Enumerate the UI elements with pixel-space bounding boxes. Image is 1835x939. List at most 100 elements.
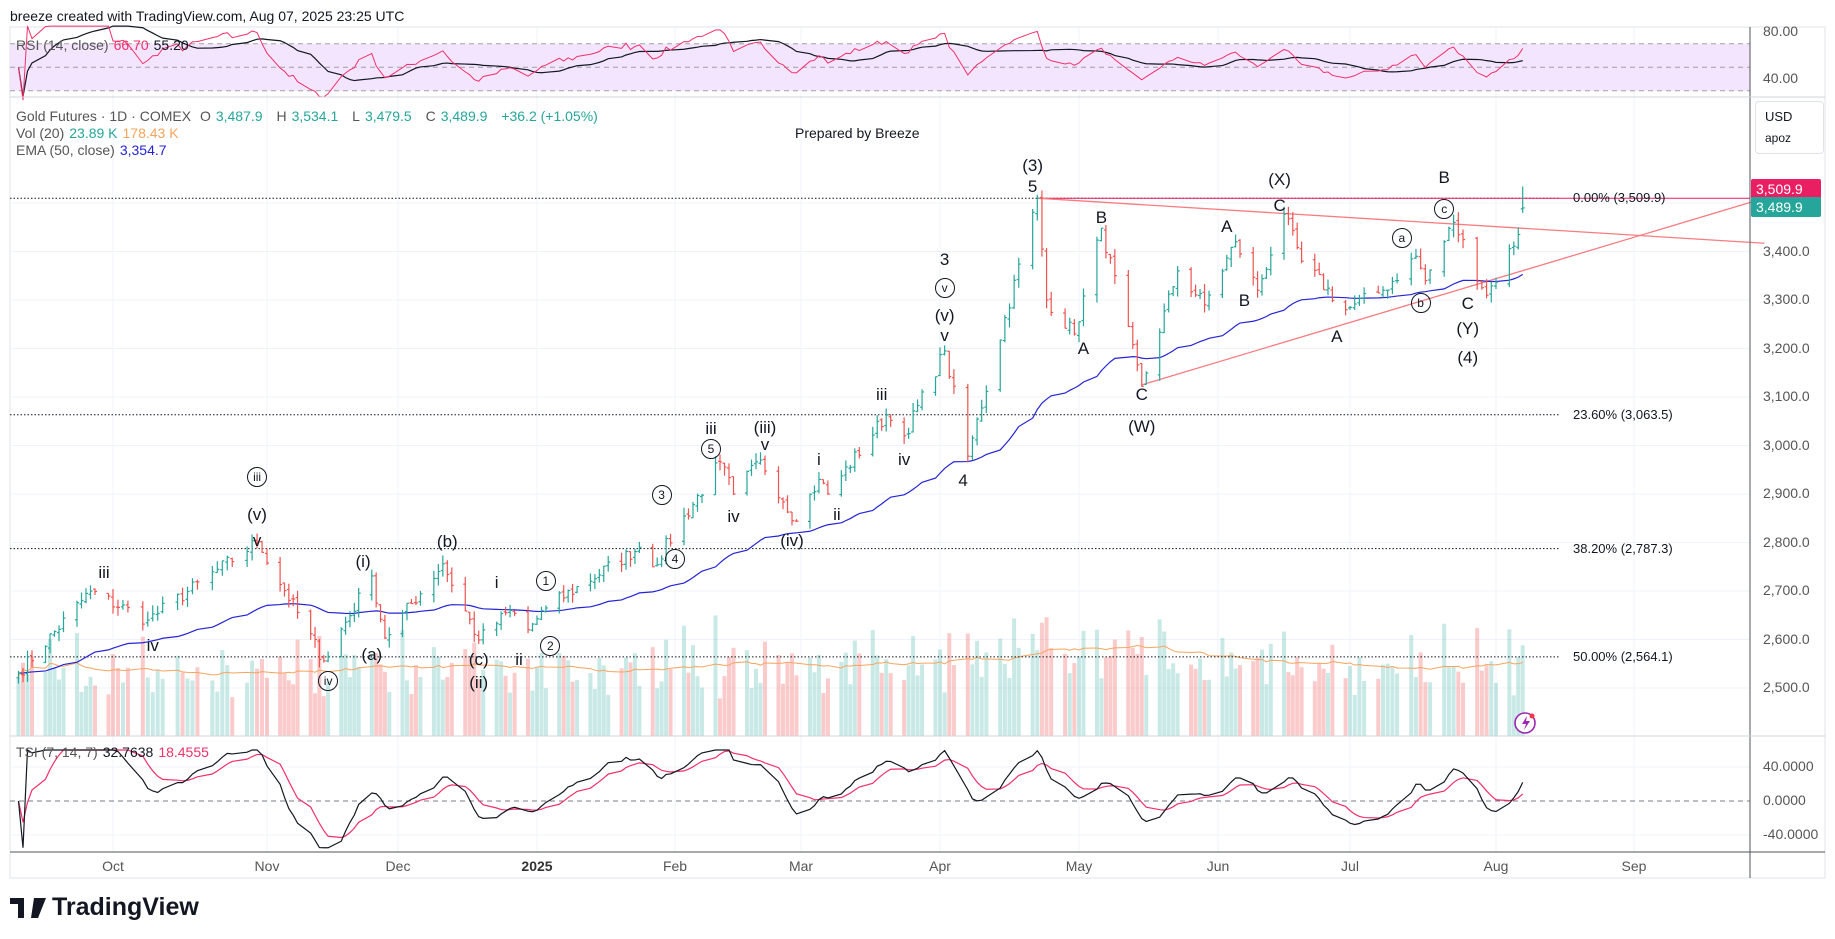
volume-bar (727, 656, 731, 736)
wave-label[interactable]: (c) (468, 649, 489, 669)
wave-label[interactable]: (b) (436, 532, 458, 551)
wave-label[interactable]: iv (897, 450, 911, 470)
grid (10, 27, 1750, 852)
volume-bar (592, 688, 597, 736)
wave-label[interactable]: b (1410, 292, 1431, 313)
wave-label[interactable]: 3 (651, 484, 672, 505)
scale-box[interactable]: USD apoz (1755, 101, 1824, 154)
wave-label[interactable]: (iii) (753, 418, 777, 438)
volume-bar (1171, 663, 1176, 736)
wave-label[interactable]: A (1221, 217, 1233, 237)
wave-label[interactable]: iii (705, 419, 717, 438)
wave-label[interactable]: 5 (701, 438, 721, 459)
ohlc-bar (1295, 222, 1300, 250)
wave-label[interactable]: (v) (247, 504, 267, 524)
ohlc-bar (911, 402, 916, 433)
ohlc-bar (1035, 194, 1040, 221)
wave-label[interactable]: 4 (665, 548, 685, 569)
wave-label[interactable]: iii (98, 563, 110, 583)
wave-label[interactable]: C (1461, 293, 1474, 313)
tsi-signal-line (17, 749, 1524, 839)
currency-label[interactable]: USD (1765, 109, 1793, 124)
rsi-ma-line (17, 25, 1523, 97)
wave-label[interactable]: 4 (958, 470, 968, 490)
wave-label[interactable]: v (934, 277, 955, 298)
wave-label[interactable]: ii (515, 649, 523, 669)
wave-label[interactable]: (a) (361, 645, 383, 665)
wave-label[interactable]: (W) (1128, 417, 1156, 437)
wave-label[interactable]: ii (833, 504, 841, 524)
volume-bar (794, 675, 799, 736)
wave-label[interactable]: iv (318, 671, 339, 692)
wave-label[interactable]: B (1095, 208, 1108, 228)
ohlc-bar (1451, 214, 1456, 238)
wave-label[interactable]: A (1331, 326, 1343, 346)
volume-bar (1193, 668, 1198, 736)
ohlc-bar (879, 418, 884, 431)
volume-bar (1475, 628, 1480, 736)
wave-label[interactable]: iv (146, 635, 159, 655)
wave-label[interactable]: (iv) (780, 531, 804, 551)
volume-bar (1081, 630, 1086, 736)
tsi-legend[interactable]: TSI (7, 14, 7) 32.7638 18.4555 (16, 744, 214, 760)
wave-label[interactable]: iii (876, 385, 888, 405)
volume-legend[interactable]: Vol (20) 23.89 K 178.43 K (16, 125, 184, 141)
wave-label[interactable]: a (1391, 227, 1412, 248)
ohlc-bar (758, 452, 763, 465)
wave-label[interactable]: 5 (1027, 176, 1038, 196)
wave-label[interactable]: v (940, 325, 949, 345)
wave-label[interactable]: (X) (1268, 170, 1291, 190)
ohlc-bar (21, 667, 25, 683)
volume-bar (308, 659, 313, 736)
wave-label[interactable]: v (760, 435, 770, 454)
wave-label[interactable]: iv (727, 506, 740, 526)
volume-bar (1035, 650, 1040, 736)
volume-bar (1049, 648, 1054, 736)
volume-bar (512, 672, 517, 736)
fib-level-label: 50.00% (2,564.1) (1573, 648, 1673, 664)
volume-bar (588, 673, 593, 736)
tradingview-logo[interactable]: TradingView (10, 893, 199, 922)
volume-bar (387, 692, 392, 736)
wave-label[interactable]: C (1135, 385, 1148, 405)
volume-bar (431, 647, 436, 736)
wave-label[interactable]: 3 (939, 249, 950, 269)
symbol-legend[interactable]: Gold Futures · 1D · COMEX O 3,487.9 H 3,53… (16, 108, 603, 124)
wave-label[interactable]: (4) (1457, 348, 1479, 368)
volume-bar (440, 679, 445, 736)
change-value: +36.2 (+1.05%) (501, 108, 598, 124)
symbol-name: Gold Futures · 1D · COMEX (16, 108, 192, 124)
ohlc-bar (628, 551, 633, 567)
wave-label[interactable]: (v) (934, 306, 955, 325)
open-label: O (199, 108, 211, 124)
ohlc-bar (339, 627, 344, 658)
wave-label[interactable]: B (1438, 168, 1450, 188)
wave-label[interactable]: v (252, 531, 262, 551)
ohlc-bar (356, 587, 361, 618)
wave-label[interactable]: iii (247, 467, 268, 488)
low-value: 3,479.5 (364, 108, 412, 124)
price-tick-label: 3,400.0 (1763, 242, 1810, 259)
wave-label[interactable]: 2 (540, 635, 561, 656)
ohlc-bar (575, 585, 580, 594)
wave-label[interactable]: c (1434, 199, 1455, 220)
wave-label[interactable]: A (1077, 338, 1090, 358)
ohlc-bar (1475, 236, 1480, 290)
wave-label[interactable]: (ii) (469, 673, 489, 693)
wave-label[interactable]: (i) (355, 551, 371, 571)
volume-bar (902, 679, 907, 736)
wave-label[interactable]: (3) (1022, 156, 1044, 176)
lightning-alert-icon[interactable] (1514, 712, 1536, 734)
rsi-legend[interactable]: RSI (14, close) 66.70 55.20 (16, 37, 194, 53)
ohlc-bar (467, 611, 472, 625)
ema-legend[interactable]: EMA (50, close) 3,354.7 (16, 142, 172, 158)
wave-label[interactable]: 1 (535, 571, 556, 592)
wave-label[interactable]: i (494, 572, 499, 592)
wave-label[interactable]: (Y) (1456, 318, 1480, 338)
wave-label[interactable]: B (1238, 290, 1251, 310)
ohlc-bar (848, 464, 853, 473)
wave-label[interactable]: i (817, 450, 821, 470)
price-tick-label: 2,700.0 (1763, 582, 1810, 598)
wave-label[interactable]: C (1273, 195, 1286, 215)
